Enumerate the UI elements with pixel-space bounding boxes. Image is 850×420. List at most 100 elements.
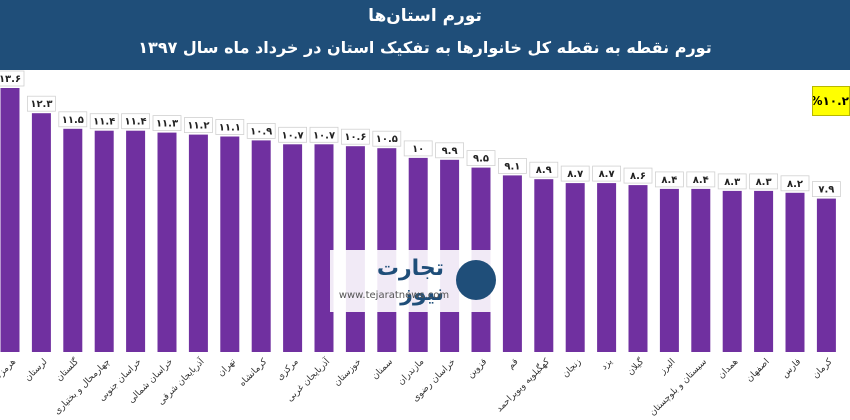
data-label: ۱۲.۳ (30, 99, 52, 110)
bar (628, 185, 648, 352)
data-label: ۱۱.۴ (93, 117, 115, 128)
logo-name: تجارت نیوز (376, 256, 444, 306)
category-label: یزد (600, 357, 616, 373)
bar (63, 128, 83, 352)
data-label-box (749, 173, 778, 190)
category-label: فارس (780, 357, 803, 380)
watermark-logo: تجارت نیوز www.tejaratnews.com (330, 250, 500, 312)
data-label-box (403, 140, 433, 157)
category-label: سیستان و بلوچستان (648, 357, 709, 418)
data-label-box (0, 70, 25, 87)
data-label: ۸.۴ (661, 175, 677, 186)
category-label: همدان (716, 357, 740, 381)
data-label: ۱۰.۵ (376, 134, 398, 145)
data-label-box (278, 126, 308, 143)
data-label-box (497, 157, 527, 174)
bar (534, 179, 554, 352)
data-label-box (58, 111, 88, 128)
data-label: ۸.۷ (567, 169, 583, 180)
category-label: تهران (216, 357, 238, 379)
data-label: ۱۰.۶ (344, 132, 366, 143)
logo-icon (456, 260, 496, 300)
category-label: البرز (658, 357, 678, 377)
category-label: زنجان (561, 357, 584, 380)
category-label: گیلان (624, 355, 646, 377)
bar (754, 190, 774, 352)
data-label: ۷.۹ (818, 185, 834, 196)
data-label: ۸.۳ (756, 177, 772, 188)
category-label: گلستان (53, 355, 81, 383)
data-label: ۱۰.۷ (313, 130, 335, 141)
data-label: ۱۳.۶ (0, 74, 21, 85)
data-label-box (529, 161, 559, 178)
data-label-box (435, 142, 465, 159)
bar (314, 144, 334, 352)
data-label: ۱۱.۳ (156, 119, 178, 130)
data-label-box (623, 167, 653, 184)
category-label: قم (506, 357, 520, 371)
chart-header: تورم استان‌ها تورم نقطه به نقطه کل خانوا… (0, 0, 850, 70)
bar (785, 192, 805, 352)
category-label: مازندران (396, 357, 426, 387)
category-label: کرمان (811, 357, 835, 381)
data-label: ۹.۵ (473, 154, 489, 165)
data-label-box (655, 171, 684, 188)
data-label: ۸.۷ (599, 169, 615, 180)
data-label: ۱۰ (412, 144, 424, 155)
category-label: کرمانشاه (238, 357, 270, 389)
bar (220, 136, 240, 352)
category-label: قزوین (466, 357, 489, 380)
chart-title: تورم استان‌ها (368, 6, 482, 26)
bar (94, 130, 114, 352)
data-label: ۸.۲ (787, 179, 803, 190)
category-label: اصفهان (745, 357, 772, 384)
bar (659, 188, 679, 352)
data-label-box (152, 115, 182, 131)
data-label: ۹.۹ (442, 146, 458, 157)
data-label-box (89, 113, 119, 130)
bar (283, 144, 303, 352)
bar (722, 190, 742, 352)
chart-subtitle: تورم نقطه به نقطه کل خانوارها به تفکیک ا… (138, 38, 712, 57)
bar (565, 183, 585, 352)
data-label: ۱۰.۷ (282, 130, 304, 141)
category-label: هرمزگان (0, 355, 18, 387)
bar (188, 134, 208, 352)
category-label: مرکزی (275, 357, 301, 383)
data-label-box (183, 117, 213, 133)
data-label-box (592, 165, 621, 182)
category-label: کهگیلویه وبویراحمد (493, 355, 552, 414)
data-label-box (26, 95, 56, 112)
data-label: ۱۱.۴ (125, 117, 147, 128)
logo-url: www.tejaratnews.com (338, 290, 450, 301)
data-label: ۸.۳ (724, 177, 740, 188)
bar (816, 198, 836, 352)
data-label-box (309, 126, 339, 143)
category-label: لرستان (23, 357, 49, 383)
bar (31, 113, 51, 352)
data-label: ۱۱.۲ (187, 121, 209, 132)
data-label-box (215, 119, 245, 135)
data-label-box (340, 128, 370, 145)
category-label: چهارمحال و بختیاری (52, 357, 112, 417)
data-label: ۱۱.۱ (219, 123, 241, 134)
category-label: خوزستان (332, 357, 363, 388)
data-label: ۹.۱ (504, 161, 520, 172)
average-badge: %۱۰.۲ (812, 86, 850, 116)
data-label-box (560, 165, 590, 182)
data-label: ۸.۶ (630, 171, 646, 182)
data-label-box (812, 181, 841, 198)
data-label: ۸.۹ (536, 165, 552, 176)
data-label: ۱۱.۵ (62, 115, 84, 126)
data-label-box (121, 113, 150, 130)
bar (0, 88, 20, 352)
bar (126, 130, 146, 352)
data-label-box (372, 130, 402, 147)
bar (597, 183, 617, 352)
data-label-box (686, 171, 716, 188)
category-label: سمنان (370, 357, 395, 382)
bar (691, 188, 711, 352)
data-label-box (466, 150, 496, 167)
data-label: ۱۰.۹ (250, 126, 272, 137)
